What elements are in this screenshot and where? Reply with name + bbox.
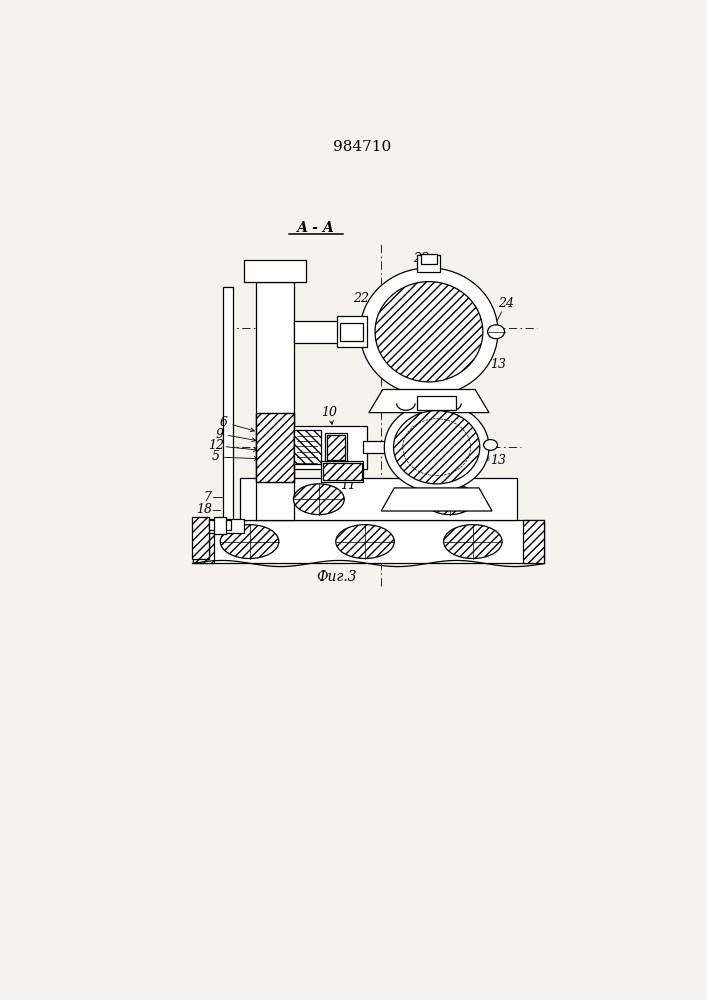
Text: 984710: 984710 bbox=[333, 140, 391, 154]
Text: 23: 23 bbox=[414, 252, 429, 265]
Bar bbox=[421, 254, 437, 264]
Ellipse shape bbox=[221, 525, 279, 559]
Bar bbox=[244, 260, 305, 282]
Ellipse shape bbox=[293, 484, 344, 515]
Text: 24: 24 bbox=[498, 297, 514, 310]
Text: 11: 11 bbox=[340, 479, 356, 492]
Text: 22: 22 bbox=[354, 292, 369, 305]
Ellipse shape bbox=[443, 525, 502, 559]
Ellipse shape bbox=[385, 403, 489, 492]
Bar bbox=[294, 430, 321, 464]
Bar bbox=[214, 517, 226, 534]
Bar bbox=[321, 461, 363, 482]
Bar bbox=[294, 321, 402, 343]
Bar bbox=[192, 517, 209, 559]
Text: 10: 10 bbox=[321, 406, 337, 419]
Ellipse shape bbox=[394, 411, 480, 484]
Ellipse shape bbox=[375, 282, 483, 382]
Ellipse shape bbox=[336, 525, 395, 559]
Text: А - А: А - А bbox=[297, 221, 334, 235]
Ellipse shape bbox=[424, 484, 475, 515]
Text: 13: 13 bbox=[490, 454, 506, 467]
Text: 5: 5 bbox=[211, 450, 220, 463]
Text: 13: 13 bbox=[490, 358, 506, 371]
Bar bbox=[337, 316, 368, 347]
Bar bbox=[322, 463, 362, 480]
Polygon shape bbox=[369, 389, 489, 413]
Bar bbox=[256, 413, 294, 482]
Bar bbox=[209, 520, 231, 530]
Bar bbox=[340, 323, 363, 341]
Text: 6: 6 bbox=[219, 416, 228, 429]
Ellipse shape bbox=[484, 440, 498, 450]
Text: 7: 7 bbox=[203, 491, 211, 504]
Bar bbox=[192, 520, 214, 563]
Text: 9: 9 bbox=[216, 428, 223, 441]
Bar bbox=[327, 435, 345, 460]
Text: 18: 18 bbox=[196, 503, 212, 516]
Bar bbox=[194, 519, 209, 557]
Bar bbox=[223, 287, 233, 522]
Bar bbox=[523, 520, 544, 563]
Ellipse shape bbox=[488, 325, 505, 339]
Bar bbox=[256, 413, 294, 482]
Bar bbox=[363, 441, 390, 453]
Text: 12: 12 bbox=[208, 439, 223, 452]
Bar bbox=[240, 478, 518, 520]
Polygon shape bbox=[381, 488, 492, 511]
Bar bbox=[192, 520, 544, 563]
Bar bbox=[194, 519, 244, 533]
Bar bbox=[417, 255, 440, 272]
Bar bbox=[256, 282, 294, 520]
Text: 2: 2 bbox=[200, 525, 208, 538]
Bar bbox=[294, 426, 368, 469]
Bar bbox=[417, 396, 456, 410]
Bar bbox=[325, 433, 346, 461]
Text: Фиг.3: Фиг.3 bbox=[316, 570, 357, 584]
Ellipse shape bbox=[360, 268, 498, 396]
